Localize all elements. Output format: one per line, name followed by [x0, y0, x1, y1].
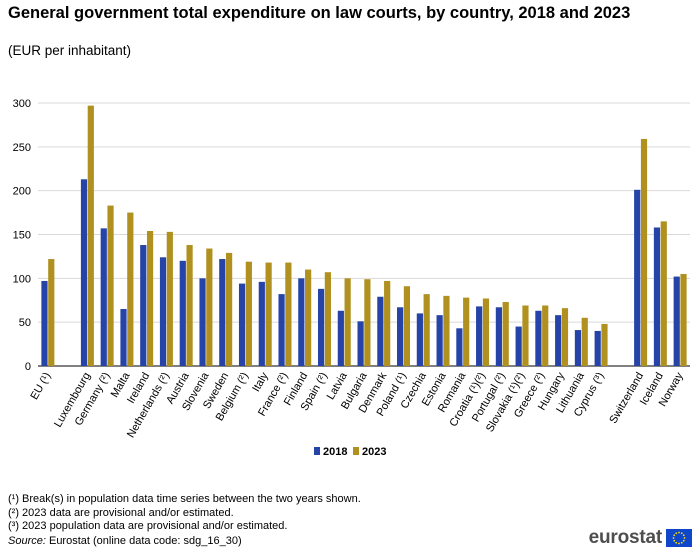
bar-2023-Slovenia[interactable] — [206, 248, 213, 366]
y-tick-label: 0 — [25, 361, 31, 373]
bar-2023-Slovakia (¹)(²)[interactable] — [522, 305, 529, 366]
bar-2023-Finland[interactable] — [305, 269, 312, 366]
y-tick-label: 100 — [13, 273, 31, 285]
bar-2018-EU (¹)[interactable] — [41, 280, 48, 366]
footnote: (³) 2023 population data are provisional… — [8, 520, 288, 532]
bar-2018-Ireland[interactable] — [140, 245, 147, 366]
bar-2023-Poland (¹)[interactable] — [403, 286, 411, 366]
bar-2023-Spain (²)[interactable] — [324, 272, 331, 366]
bar-2023-Netherlands (²)[interactable] — [166, 231, 173, 366]
legend-swatch-2023 — [353, 447, 359, 455]
legend: 2018 2023 — [314, 446, 386, 458]
bar-2023-Latvia[interactable] — [344, 278, 351, 366]
chart-subtitle: (EUR per inhabitant) — [8, 43, 132, 58]
legend-label-2023: 2023 — [362, 446, 386, 458]
bar-2023-Ireland[interactable] — [146, 230, 154, 366]
bar-2023-Austria[interactable] — [186, 245, 193, 366]
bar-2023-Bulgaria[interactable] — [364, 279, 371, 366]
eu-flag-icon — [666, 529, 692, 547]
y-axis: 0 50 100 150 200 250 300 — [13, 98, 31, 373]
bar-2018-Denmark[interactable] — [377, 296, 384, 366]
bar-2018-Germany (²)[interactable] — [100, 228, 107, 366]
bar-2023-EU (¹)[interactable] — [48, 259, 55, 366]
bar-2023-Portugal (²)[interactable] — [502, 302, 509, 366]
bar-2023-Romania[interactable] — [463, 297, 470, 366]
bar-2018-Bulgaria[interactable] — [357, 321, 364, 366]
bar-2018-Belgium (²)[interactable] — [238, 283, 246, 366]
bar-2023-Lithuania[interactable] — [581, 317, 588, 366]
bar-2018-Spain (²)[interactable] — [317, 288, 325, 366]
bar-2023-Malta[interactable] — [127, 212, 134, 366]
bar-2023-Germany (²)[interactable] — [107, 205, 114, 366]
y-tick-label: 200 — [13, 186, 31, 198]
bar-2018-Slovakia (¹)(²)[interactable] — [515, 326, 522, 366]
bar-2023-Luxembourg[interactable] — [87, 105, 94, 366]
bar-2018-Poland (¹)[interactable] — [397, 307, 404, 366]
bar-2018-Switzerland[interactable] — [634, 189, 641, 366]
bar-2018-Romania[interactable] — [456, 328, 463, 366]
footnotes: (¹) Break(s) in population data time ser… — [8, 493, 361, 534]
bar-2018-Norway[interactable] — [673, 276, 680, 366]
gridlines — [38, 102, 690, 367]
bar-2018-Czechia[interactable] — [416, 313, 423, 366]
legend-label-2018: 2018 — [323, 446, 347, 458]
bar-2023-Croatia (¹)(²)[interactable] — [482, 298, 490, 366]
bars — [41, 105, 687, 366]
bar-2018-Italy[interactable] — [258, 281, 265, 366]
y-tick-label: 250 — [13, 142, 31, 154]
y-tick-label: 300 — [13, 98, 31, 110]
eurostat-logo: eurostat — [589, 527, 692, 549]
source-text: Eurostat (online data code: sdg_16_30) — [45, 535, 242, 547]
bar-2018-Sweden[interactable] — [219, 259, 226, 366]
legend-swatch-2018 — [314, 447, 320, 455]
bar-2018-Cyprus (³)[interactable] — [594, 330, 601, 366]
bar-2018-Slovenia[interactable] — [199, 278, 206, 366]
bar-2023-Denmark[interactable] — [384, 280, 391, 366]
bar-2023-Greece (²)[interactable] — [542, 305, 549, 366]
bar-2023-Czechia[interactable] — [423, 294, 430, 366]
bar-2018-Latvia[interactable] — [337, 310, 344, 366]
bar-2018-France (²)[interactable] — [278, 294, 285, 366]
bar-2018-Estonia[interactable] — [436, 315, 443, 366]
bar-2023-France (²)[interactable] — [285, 262, 292, 366]
bar-2018-Croatia (¹)(²)[interactable] — [476, 306, 483, 366]
bar-2018-Lithuania[interactable] — [574, 330, 582, 366]
y-tick-label: 50 — [19, 317, 31, 329]
bar-2018-Iceland[interactable] — [653, 227, 661, 366]
bar-2018-Finland[interactable] — [298, 278, 305, 366]
chart-title: General government total expenditure on … — [8, 4, 631, 22]
footnote: (¹) Break(s) in population data time ser… — [8, 493, 361, 505]
bar-2023-Cyprus (³)[interactable] — [601, 323, 608, 366]
bar-2023-Estonia[interactable] — [443, 295, 450, 366]
bar-2023-Switzerland[interactable] — [640, 138, 648, 366]
bar-2023-Iceland[interactable] — [660, 221, 667, 366]
bar-2023-Italy[interactable] — [265, 262, 272, 366]
footnote: (²) 2023 data are provisional and/or est… — [8, 506, 234, 519]
bar-chart: 0 50 100 150 200 250 300 EU (¹)LuxembourgGerma… — [13, 98, 690, 458]
bar-2018-Luxembourg[interactable] — [80, 179, 88, 366]
bar-2018-Greece (²)[interactable] — [535, 310, 542, 366]
bar-2023-Norway[interactable] — [680, 273, 687, 366]
logo-text: eurostat — [588, 527, 663, 548]
bar-2018-Netherlands (²)[interactable] — [159, 257, 167, 366]
x-tick-label: EU (¹) — [28, 371, 53, 402]
bar-2023-Sweden[interactable] — [225, 252, 233, 366]
source-note: Source: Eurostat (online data code: sdg_… — [8, 535, 242, 547]
bar-2018-Portugal (²)[interactable] — [495, 307, 503, 366]
bar-2018-Austria[interactable] — [179, 260, 186, 366]
bar-2018-Hungary[interactable] — [555, 315, 562, 366]
bar-2023-Hungary[interactable] — [561, 308, 569, 366]
source-label: Source: — [8, 535, 46, 547]
bar-2018-Malta[interactable] — [120, 309, 127, 366]
bar-2023-Belgium (²)[interactable] — [245, 261, 252, 366]
y-tick-label: 150 — [13, 230, 31, 242]
